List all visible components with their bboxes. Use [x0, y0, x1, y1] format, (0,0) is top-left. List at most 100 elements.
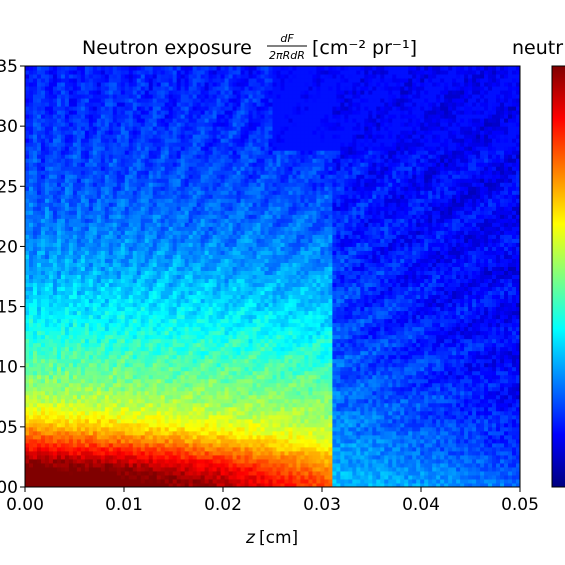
heatmap-cell [196, 66, 202, 71]
heatmap-cell [168, 294, 174, 300]
heatmap-cell [60, 102, 66, 107]
heatmap-cell [176, 82, 182, 87]
heatmap-cell [200, 366, 206, 372]
heatmap-cell [200, 142, 206, 147]
heatmap-cell [160, 302, 166, 308]
heatmap-cell [208, 114, 214, 119]
heatmap-cell [88, 262, 94, 267]
heatmap-cell [100, 470, 106, 476]
heatmap-cell [144, 446, 150, 452]
heatmap-cell [204, 74, 210, 79]
heatmap-cell [40, 454, 46, 460]
heatmap-cell [100, 386, 106, 392]
heatmap-cell [44, 218, 50, 223]
heatmap-cell [52, 318, 58, 324]
heatmap-cell [25, 462, 30, 468]
heatmap-cell [72, 102, 78, 107]
heatmap-cell [148, 210, 154, 215]
heatmap-cell [108, 310, 114, 316]
heatmap-cell [64, 158, 70, 163]
heatmap-cell [28, 102, 34, 107]
heatmap-cell [56, 114, 62, 119]
heatmap-cell [196, 478, 202, 484]
heatmap-cell [100, 434, 106, 440]
heatmap-cell [120, 454, 126, 460]
heatmap-cell [92, 378, 98, 384]
heatmap-cell [172, 106, 178, 111]
heatmap-cell [200, 458, 206, 464]
heatmap-cell [76, 430, 82, 436]
heatmap-cell [64, 106, 70, 111]
heatmap-cell [96, 118, 102, 123]
heatmap-cell [88, 294, 94, 300]
heatmap-cell [88, 258, 94, 263]
heatmap-cell [164, 450, 170, 456]
heatmap-cell [192, 330, 198, 336]
heatmap-cell [208, 198, 214, 203]
heatmap-cell [52, 446, 58, 452]
heatmap-cell [116, 126, 122, 131]
heatmap-cell [128, 86, 134, 91]
heatmap-cell [156, 174, 162, 179]
heatmap-cell [40, 110, 46, 115]
heatmap-cell [80, 338, 86, 344]
heatmap-cell [120, 150, 126, 155]
heatmap-cell [60, 334, 66, 340]
heatmap-cell [120, 154, 126, 159]
heatmap-cell [72, 254, 78, 259]
heatmap-cell [192, 166, 198, 171]
heatmap-cell [176, 94, 182, 99]
heatmap-cell [188, 450, 194, 456]
heatmap-cell [136, 434, 142, 440]
heatmap-cell [176, 194, 182, 199]
heatmap-cell [92, 394, 98, 400]
heatmap-cell [132, 230, 138, 235]
heatmap-cell [25, 70, 30, 75]
heatmap-cell [180, 370, 186, 376]
heatmap-cell [136, 294, 142, 300]
heatmap-cell [120, 262, 126, 267]
heatmap-cell [140, 298, 146, 304]
heatmap-cell [76, 194, 82, 199]
heatmap-cell [204, 246, 210, 251]
heatmap-cell [148, 82, 154, 87]
heatmap-cell [148, 346, 154, 352]
heatmap-cell [188, 262, 194, 267]
heatmap-cell [156, 270, 162, 275]
heatmap-cell [52, 438, 58, 444]
heatmap-cell [156, 282, 162, 288]
heatmap-cell [100, 226, 106, 231]
heatmap-cell [72, 182, 78, 187]
heatmap-cell [60, 298, 66, 304]
heatmap-cell [176, 98, 182, 103]
heatmap-cell [188, 66, 194, 71]
heatmap-cell [176, 366, 182, 372]
heatmap-cell [88, 86, 94, 91]
heatmap-cell [164, 310, 170, 316]
heatmap-cell [208, 474, 214, 480]
heatmap-cell [128, 474, 134, 480]
heatmap-cell [28, 426, 34, 432]
heatmap-cell [168, 146, 174, 151]
heatmap-cell [40, 394, 46, 400]
heatmap-cell [172, 178, 178, 183]
heatmap-cell [156, 302, 162, 308]
heatmap-cell [32, 118, 38, 123]
heatmap-cell [120, 250, 126, 255]
heatmap-cell [176, 66, 182, 71]
heatmap-cell [76, 394, 82, 400]
heatmap-cell [152, 194, 158, 199]
heatmap-cell [104, 130, 110, 135]
heatmap-cell [32, 146, 38, 151]
heatmap-cell [76, 302, 82, 308]
heatmap-cell [48, 398, 54, 404]
heatmap-cell [132, 366, 138, 372]
heatmap-cell [196, 74, 202, 79]
heatmap-cell [64, 338, 70, 344]
heatmap-cell [52, 86, 58, 91]
heatmap-cell [76, 374, 82, 380]
heatmap-cell [196, 226, 202, 231]
heatmap-cell [112, 66, 118, 71]
heatmap-cell [96, 186, 102, 191]
heatmap-cell [25, 198, 30, 203]
